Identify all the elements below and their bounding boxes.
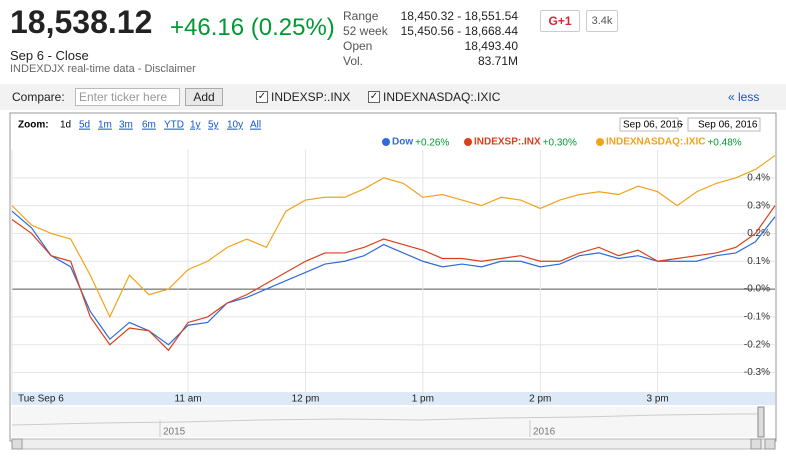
scrollbar[interactable]: [11, 438, 776, 450]
series-line: [11, 210, 776, 346]
plus-one-count: 3.4k: [586, 10, 618, 32]
y-tick-label: 0.1%: [747, 256, 770, 267]
zoom-option[interactable]: 5d: [79, 120, 90, 131]
zoom-option[interactable]: YTD: [164, 120, 184, 131]
y-tick-label: 0.4%: [747, 172, 770, 183]
x-tick-label: 3 pm: [646, 394, 668, 405]
navigator-line: [11, 413, 760, 426]
date-box[interactable]: [619, 117, 679, 132]
zoom-option[interactable]: 1m: [98, 120, 112, 131]
zoom-option[interactable]: 3m: [119, 120, 133, 131]
stat-value: 83.71M: [477, 54, 518, 68]
x-tick-label: 12 pm: [292, 394, 320, 405]
navigator-label: 2016: [533, 427, 556, 438]
zoom-option[interactable]: 1y: [190, 120, 201, 131]
source: INDEXDJX real-time data - Disclaimer: [10, 63, 196, 75]
scroll-right[interactable]: [764, 438, 776, 450]
chart: Zoom: Sep 06, 2016 - Sep 06, 2016 2015 2…: [9, 112, 777, 450]
compare-label: Compare:: [12, 90, 65, 104]
date-box[interactable]: [687, 117, 761, 132]
y-tick-label: -0.3%: [744, 367, 770, 378]
legend-dot: [382, 138, 390, 146]
stat-value: 18,450.32 - 18,551.54: [400, 9, 518, 23]
series-line: [11, 155, 776, 319]
scroll-thumb[interactable]: [750, 438, 762, 450]
y-tick-label: -0.2%: [744, 339, 770, 350]
zoom-option[interactable]: 6m: [142, 120, 156, 131]
y-tick-label: -0.0%: [744, 284, 770, 295]
plus-one-button[interactable]: G+1: [540, 10, 580, 32]
chart-frame: [9, 112, 777, 442]
legend-entry: INDEXSP:.INX: [474, 137, 541, 148]
x-tick-label: Tue Sep 6: [18, 394, 64, 405]
navigator-label: 2015: [163, 427, 186, 438]
change: +46.16 (0.25%): [170, 14, 335, 41]
stat-label: 52 week: [343, 24, 388, 38]
stat-label: Vol.: [343, 54, 364, 68]
x-tick-label: 1 pm: [412, 394, 434, 405]
zoom-option[interactable]: 5y: [208, 120, 219, 131]
zoom-option[interactable]: All: [250, 120, 261, 131]
legend-dot: [464, 138, 472, 146]
y-tick-label: 0.2%: [747, 228, 770, 239]
stat-value: 18,493.40: [464, 39, 518, 53]
y-tick-label: -0.1%: [744, 312, 770, 323]
stat-row: Open 18,493.40: [343, 39, 518, 53]
checkbox[interactable]: ✓: [368, 91, 380, 103]
navigator-handle[interactable]: [757, 406, 765, 438]
ticker-input[interactable]: Enter ticker here: [75, 88, 180, 106]
y-tick-label: 0.3%: [747, 200, 770, 211]
zoom-label: Zoom:: [18, 120, 49, 131]
date-separator: -: [680, 120, 683, 131]
less-link[interactable]: « less: [728, 90, 760, 104]
date: Sep 6 - Close: [10, 48, 89, 63]
stat-label: Range: [343, 9, 379, 23]
stat-row: Range 18,450.32 - 18,551.54: [343, 9, 518, 23]
price: 18,538.12: [10, 4, 153, 40]
date-from[interactable]: Sep 06, 2016: [623, 120, 683, 131]
legend-change: +0.30%: [543, 138, 577, 149]
legend-entry: INDEXNASDAQ:.IXIC: [606, 137, 705, 148]
stat-row: Vol. 83.71M: [343, 54, 518, 68]
stat-label: Open: [343, 39, 373, 53]
compare-check[interactable]: INDEXNASDAQ:.IXIC: [383, 90, 501, 104]
legend-change: +0.48%: [707, 138, 741, 149]
checkbox[interactable]: ✓: [256, 91, 268, 103]
scroll-left[interactable]: [11, 438, 23, 450]
zoom-option[interactable]: 10y: [227, 120, 243, 131]
compare-check[interactable]: INDEXSP:.INX: [271, 90, 351, 104]
date-to: Sep 06, 2016: [698, 120, 758, 131]
series-line: [11, 205, 776, 352]
stat-row: 52 week 15,450.56 - 18,668.44: [343, 24, 518, 38]
x-tick-label: 2 pm: [529, 394, 551, 405]
add-button[interactable]: Add: [185, 88, 223, 106]
x-tick-label: 11 am: [175, 394, 202, 405]
stat-value: 15,450.56 - 18,668.44: [400, 24, 518, 38]
x-axis-band: [12, 392, 775, 405]
legend-entry: Dow: [392, 137, 413, 148]
navigator: [12, 407, 760, 437]
legend-dot: [596, 138, 604, 146]
legend-change: +0.26%: [415, 138, 449, 149]
zoom-option: 1d: [60, 120, 71, 131]
